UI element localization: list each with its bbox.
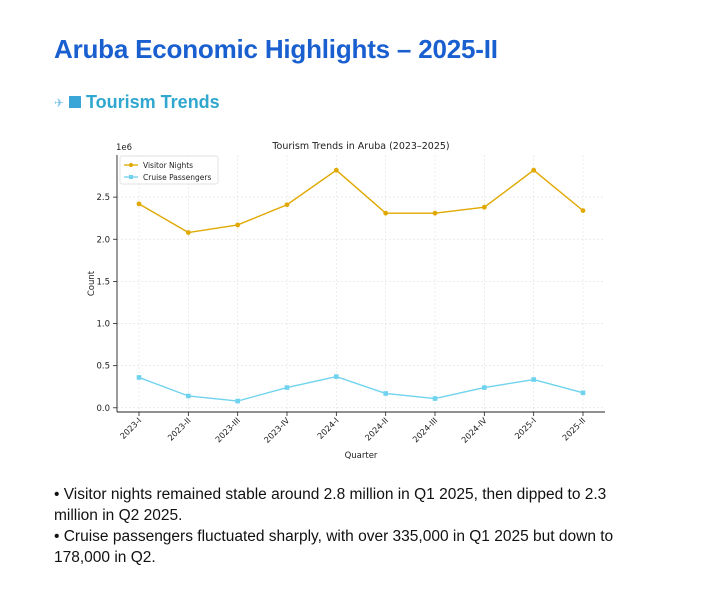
x-tick-label: 2023-IV [262,415,292,445]
data-point-1 [334,374,339,379]
square-icon [69,95,81,108]
bullet-visitor-nights: Visitor nights remained stable around 2.… [54,484,654,526]
x-tick-label: 2023-III [213,415,242,444]
tourism-line-chart: 0.0 0.5 1.0 1.5 2.0 2.5 1e6 2023-I 2023-II 2023-I… [87,141,605,461]
data-point-0 [333,167,339,173]
data-point-0 [531,167,537,173]
data-point-0 [136,201,142,207]
y-tick-label: 2.0 [96,235,110,245]
data-point-0 [580,208,586,214]
x-tick-label: 2024-I [315,415,341,441]
series-line-1 [138,375,584,402]
series-line-0 [138,169,584,234]
x-axis-label: Quarter [345,451,378,461]
y-tick-label: 2.5 [96,193,110,203]
airplane-square-icon: ✈ [54,93,86,113]
data-point-0 [432,210,438,216]
data-point-1 [531,377,536,382]
data-point-1 [284,385,290,390]
airplane-icon: ✈ [54,95,65,110]
section-title: Tourism Trends [86,92,220,112]
data-point-0 [185,230,191,235]
chart-title: Tourism Trends in Aruba (2023–2025) [271,141,449,152]
y-axis-label: Count [87,270,97,296]
x-tick-label: 2024-IV [459,415,489,445]
data-point-1 [432,396,438,401]
legend-swatch-marker [128,162,134,168]
y-offset-label: 1e6 [116,143,132,153]
data-point-1 [383,391,388,396]
page-title: Aruba Economic Highlights – 2025-II [54,34,498,64]
x-tick-label: 2025-II [560,415,587,442]
legend-label: Cruise Passengers [143,173,211,182]
x-tick-label: 2023-I [118,415,144,441]
y-tick-label: 0.0 [96,404,110,414]
y-tick-label: 1.5 [96,277,110,287]
data-point-1 [482,385,487,390]
legend-label: Visitor Nights [143,161,193,170]
data-point-0 [383,210,389,216]
data-point-0 [235,222,241,228]
x-tick-label: 2024-III [410,415,439,444]
summary-bullets: Visitor nights remained stable around 2.… [54,484,654,568]
data-point-1 [136,375,142,380]
data-point-1 [580,390,586,396]
bullet-cruise-passengers: Cruise passengers fluctuated sharply, wi… [54,526,654,568]
y-tick-label: 1.0 [96,320,110,330]
data-point-1 [235,398,240,404]
data-point-0 [481,204,487,210]
section-heading: ✈ Tourism Trends [54,92,220,113]
x-tick-label: 2025-I [512,415,538,441]
y-tick-label: 0.5 [96,362,110,372]
legend-box [119,155,219,185]
data-point-1 [186,393,191,399]
x-tick-label: 2024-II [363,415,390,442]
legend-swatch-marker [129,175,133,179]
data-point-0 [284,202,290,208]
x-tick-label: 2023-II [165,415,192,442]
